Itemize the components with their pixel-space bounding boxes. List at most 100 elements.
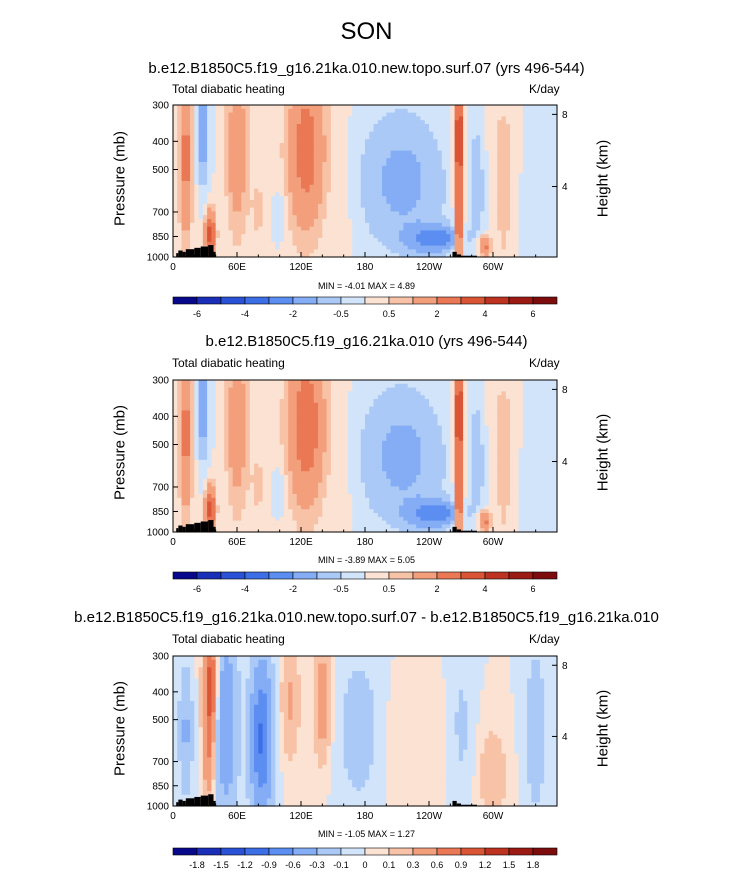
panel-1-colorbar-box — [316, 296, 342, 305]
panel-2-colorbar-box — [196, 571, 222, 580]
panel-3-ytick-right-label: 4 — [562, 732, 568, 743]
panel-2-xtick-label: 120W — [416, 537, 443, 548]
panel-2-xtick-label: 60E — [228, 537, 246, 548]
panel-3-colorbar-box — [460, 847, 486, 856]
panel-2-ylabel: Pressure (mb) — [111, 404, 129, 501]
panel-3-colorbar-label: 0.3 — [407, 860, 420, 870]
panel-1-ytick-right-label: 8 — [562, 110, 568, 121]
panel-1-topography — [200, 246, 209, 257]
panel-3-xtick-label: 120E — [289, 811, 313, 822]
panel-2-colorbar-box — [412, 571, 438, 580]
panel-3-ytick-label: 300 — [152, 652, 169, 663]
panel-3-xtick-label: 120W — [416, 811, 443, 822]
panel-2-topography — [182, 526, 186, 532]
panel-3-ytick-label: 1000 — [147, 802, 170, 813]
panel-3-topography — [185, 798, 195, 806]
panel-3-colorbar-label: 0 — [362, 860, 367, 870]
panel-3-topography — [213, 800, 216, 806]
panel-2-colorbar-box — [172, 571, 198, 580]
panel-3-xtick-label: 60W — [483, 811, 504, 822]
panel-2-colorbar-label: -6 — [193, 584, 201, 594]
panel-3-colorbar-label: -0.1 — [333, 860, 349, 870]
panel-1-ytick-label: 850 — [152, 232, 169, 243]
panel-2-colorbar-box — [364, 571, 390, 580]
panel-3-colorbar-label: -1.8 — [189, 860, 205, 870]
panel-2-colorbar-box — [244, 571, 270, 580]
panel-3-colorbar-box — [196, 847, 222, 856]
panel-3-units: K/day — [529, 632, 560, 646]
panel-3-ytick-label: 850 — [152, 781, 169, 792]
panel-3-colorbar-box — [508, 847, 534, 856]
panel-3-colorbar-label: -0.6 — [285, 860, 301, 870]
panel-2-colorbar-label: 2 — [434, 584, 439, 594]
panel-2-colorbar-label: 0.5 — [383, 584, 396, 594]
panel-1-colorbar-label: 4 — [482, 309, 487, 319]
panel-2-ylabel-right: Height (km) — [594, 413, 612, 492]
panel-1-colorbar-box — [196, 296, 222, 305]
panel-2-ytick-label: 700 — [152, 482, 169, 493]
panel-1-colorbar-label: 6 — [530, 309, 535, 319]
panel-1-colorbar-label: -6 — [193, 309, 201, 319]
panel-1-colorbar-box — [412, 296, 438, 305]
panel-3-colorbar-box — [532, 847, 558, 856]
panel-1-colorbar-label: -0.5 — [333, 309, 349, 319]
panel-1-ytick-label: 500 — [152, 165, 169, 176]
panel-3-topography — [200, 795, 209, 806]
panel-2-ytick-label: 500 — [152, 440, 169, 451]
panel-2-topography — [452, 526, 457, 532]
panel-3-ylabel: Pressure (mb) — [111, 680, 129, 777]
panel-1-colorbar-box — [340, 296, 366, 305]
panel-1-xtick-label: 0 — [170, 262, 176, 273]
panel-1-topography — [176, 253, 179, 257]
panel-2-colorbar-label: 4 — [482, 584, 487, 594]
panel-2-colorbar-box — [268, 571, 294, 580]
panel-3-topography — [208, 794, 214, 806]
panel-2-colorbar-box — [292, 571, 318, 580]
panel-3-minmax: MIN = -1.05 MAX = 1.27 — [317, 829, 416, 839]
panel-3-xtick-label: 180 — [357, 811, 374, 822]
panel-1-xtick-label: 60E — [228, 262, 246, 273]
panel-1-colorbar-label: 0.5 — [383, 309, 396, 319]
panel-3-colorbar-box — [436, 847, 462, 856]
panel-1-xtick-label: 120E — [289, 262, 313, 273]
panel-3-colorbar-label: 1.5 — [503, 860, 516, 870]
panel-1-ytick-label: 400 — [152, 137, 169, 148]
panel-2-colorbar-box — [220, 571, 246, 580]
panel-1-topography — [208, 245, 214, 257]
panel-2-colorbar-box — [340, 571, 366, 580]
panel-2-ytick-right-label: 8 — [562, 385, 568, 396]
panel-1-colorbar-box — [436, 296, 462, 305]
main-title: SON — [340, 18, 393, 45]
panel-3-topography — [176, 802, 179, 806]
panel-3-variable: Total diabatic heating — [172, 632, 285, 646]
panel-1-xtick-label: 60W — [483, 262, 504, 273]
panel-1-ytick-right-label: 4 — [562, 182, 568, 193]
panel-3-colorbar-label: -1.5 — [213, 860, 229, 870]
panel-2-ytick-right-label: 4 — [562, 457, 568, 468]
panel-3-colorbar-box — [268, 847, 294, 856]
panel-3-colorbar-box — [388, 847, 414, 856]
panel-1-colorbar-box — [508, 296, 534, 305]
panel-3-colorbar-label: -1.2 — [237, 860, 253, 870]
panel-2-ytick-label: 1000 — [147, 528, 170, 539]
panel-3-xtick-label: 0 — [170, 811, 176, 822]
panel-3-ytick-label: 400 — [152, 687, 169, 698]
panel-1-units: K/day — [529, 82, 560, 96]
panel-3-colorbar-box — [316, 847, 342, 856]
panel-2-colorbar-label: 6 — [530, 584, 535, 594]
panel-3-colorbar-label: -0.3 — [309, 860, 325, 870]
panel-3-title: b.e12.B1850C5.f19_g16.21ka.010.new.topo.… — [74, 609, 659, 626]
panel-3-colorbar-label: -0.9 — [261, 860, 277, 870]
panel-1-colorbar-box — [364, 296, 390, 305]
panel-2-ytick-label: 300 — [152, 376, 169, 387]
panel-3-topography — [194, 796, 201, 806]
panel-3-colorbar-box — [172, 847, 198, 856]
panel-1-colorbar-box — [388, 296, 414, 305]
panel-2-colorbar-box — [436, 571, 462, 580]
panel-3-topography — [178, 799, 183, 806]
panel-1-colorbar-box — [532, 296, 558, 305]
panel-2-ytick-label: 850 — [152, 507, 169, 518]
panel-3-colorbar-label: 1.8 — [527, 860, 540, 870]
panel-2-xtick-label: 60W — [483, 537, 504, 548]
